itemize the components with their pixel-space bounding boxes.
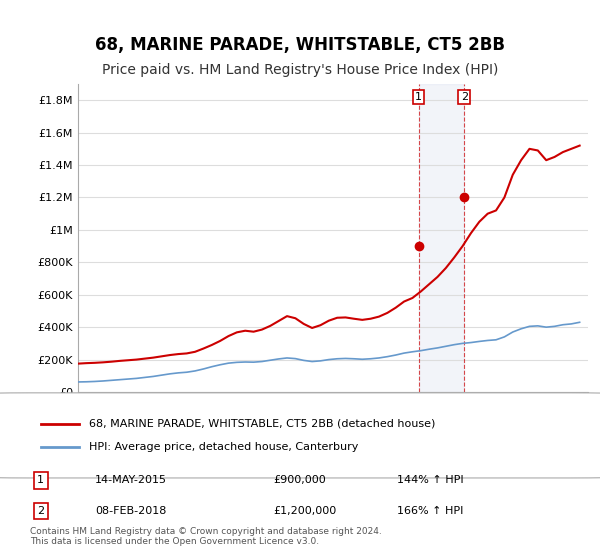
Text: 2: 2 bbox=[37, 506, 44, 516]
Text: 2: 2 bbox=[461, 92, 468, 102]
Bar bbox=[419, 84, 464, 392]
Text: £900,000: £900,000 bbox=[273, 475, 326, 485]
Text: 166% ↑ HPI: 166% ↑ HPI bbox=[397, 506, 464, 516]
Text: 14-MAY-2015: 14-MAY-2015 bbox=[95, 475, 167, 485]
Text: £1,200,000: £1,200,000 bbox=[273, 506, 336, 516]
Text: Price paid vs. HM Land Registry's House Price Index (HPI): Price paid vs. HM Land Registry's House … bbox=[102, 63, 498, 77]
Text: 144% ↑ HPI: 144% ↑ HPI bbox=[397, 475, 464, 485]
FancyBboxPatch shape bbox=[0, 393, 600, 478]
Text: Contains HM Land Registry data © Crown copyright and database right 2024.
This d: Contains HM Land Registry data © Crown c… bbox=[30, 526, 382, 546]
Text: 1: 1 bbox=[37, 475, 44, 485]
Text: 08-FEB-2018: 08-FEB-2018 bbox=[95, 506, 166, 516]
Text: 68, MARINE PARADE, WHITSTABLE, CT5 2BB (detached house): 68, MARINE PARADE, WHITSTABLE, CT5 2BB (… bbox=[89, 419, 436, 429]
Text: 1: 1 bbox=[415, 92, 422, 102]
Text: HPI: Average price, detached house, Canterbury: HPI: Average price, detached house, Cant… bbox=[89, 442, 359, 452]
Text: 68, MARINE PARADE, WHITSTABLE, CT5 2BB: 68, MARINE PARADE, WHITSTABLE, CT5 2BB bbox=[95, 36, 505, 54]
